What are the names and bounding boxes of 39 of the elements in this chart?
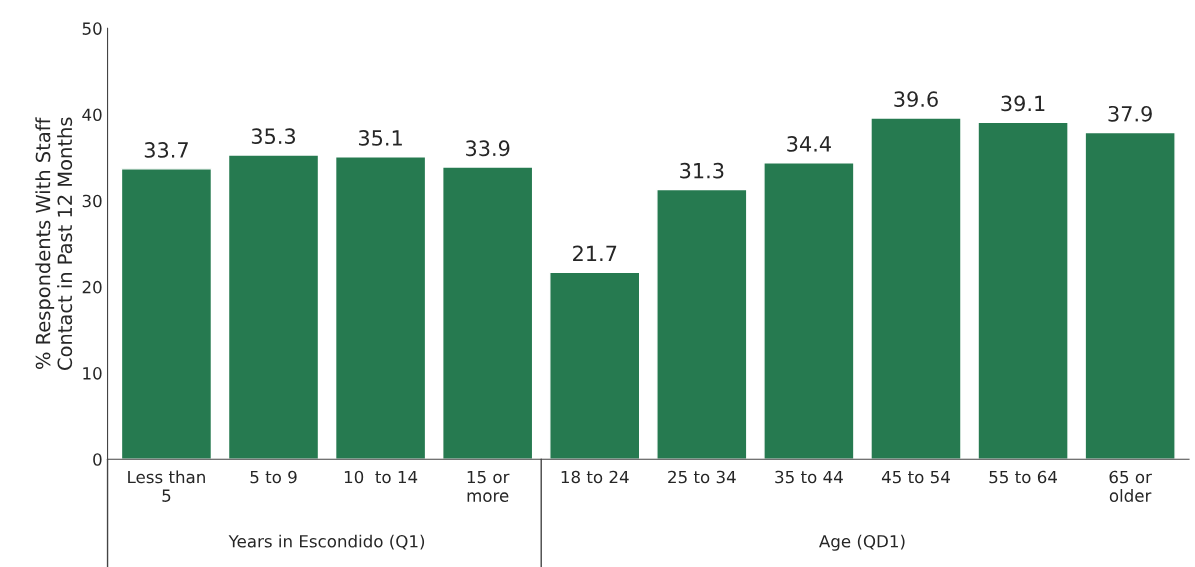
data-label: 37.9 (1108, 105, 1152, 122)
bar (870, 117, 962, 460)
data-label: 35.3 (251, 128, 296, 145)
y-tick-label: 0 (93, 453, 102, 466)
x-tick-label: 35 to 44 (775, 470, 843, 484)
x-tick-label: 25 to 34 (668, 470, 736, 484)
text: Years in Escondido (Q1) (228, 534, 425, 550)
data-label: 33.7 (144, 142, 188, 158)
x-tick-label: 5 to 9 (250, 470, 297, 484)
bar (334, 156, 427, 460)
data-label: 33.9 (466, 140, 510, 157)
bar (656, 188, 748, 460)
data-label: 39.1 (1001, 95, 1045, 112)
text: Age (QD1) (819, 534, 905, 551)
y-tick-label: 20 (82, 280, 102, 294)
x-tick-label: 45 to 54 (881, 470, 950, 484)
data-label: 31.3 (680, 162, 724, 179)
data-label: 34.4 (787, 136, 831, 152)
data-label: 35.1 (358, 130, 402, 146)
x-tick-label: Less than 5 (128, 470, 205, 502)
bar (120, 168, 213, 460)
bar (977, 121, 1069, 460)
bar (227, 154, 320, 460)
y-tick-label: 50 (82, 22, 102, 35)
bar (549, 271, 641, 460)
y-tick-label: 10 (83, 367, 102, 380)
bar (763, 162, 855, 460)
data-label: 21.7 (573, 245, 617, 261)
x-tick-label: 18 to 24 (561, 470, 629, 484)
y-tick-label: 40 (82, 108, 102, 122)
bar (442, 166, 534, 460)
x-tick-label: 55 to 64 (989, 470, 1057, 484)
x-tick-label: 15 or more (467, 470, 510, 502)
x-tick-label: 65 or older (1109, 470, 1152, 502)
y-tick-label: 30 (82, 194, 102, 208)
y-axis-title: % Respondents With Staff Contact in Past 12 Months (35, 117, 73, 370)
bar (1084, 131, 1176, 460)
x-tick-label: 10 to 14 (344, 470, 418, 484)
data-label: 39.6 (894, 91, 938, 107)
